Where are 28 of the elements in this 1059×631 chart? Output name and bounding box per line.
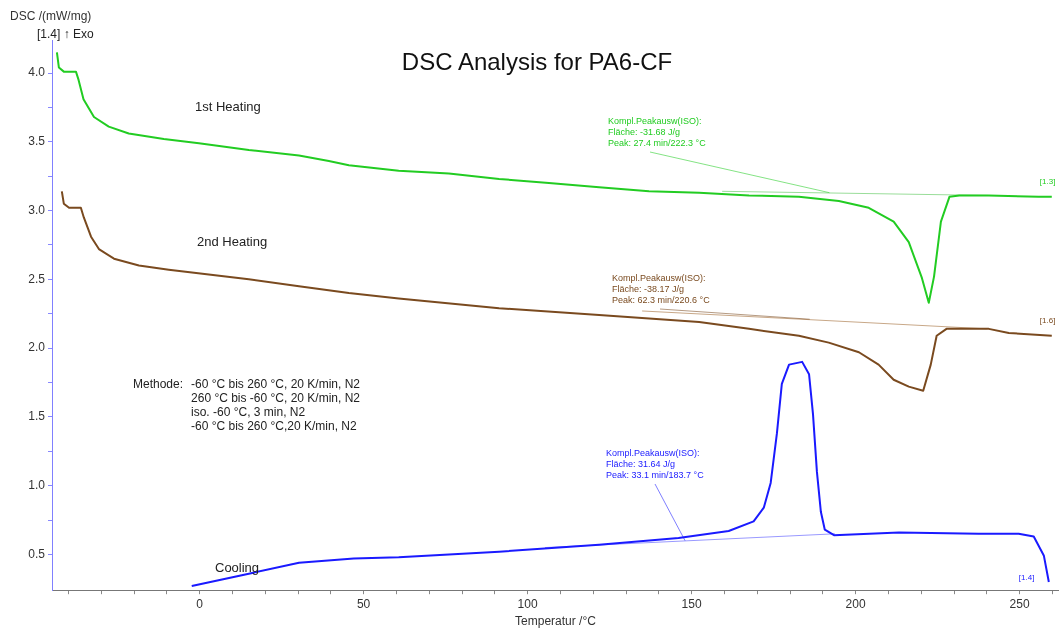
annotation: Kompl.Peakausw(ISO): Fläche: -31.68 J/g Peak: 27.4 min/222.3 °C <box>608 116 707 148</box>
y-tick-label: 4.0 <box>28 65 46 80</box>
y-tick-label: 1.0 <box>28 477 46 492</box>
y-tick-label: 2.0 <box>28 340 46 355</box>
x-tick-label: 200 <box>845 596 866 611</box>
annotation: [1.4] ↑ Exo <box>37 27 95 41</box>
x-tick-label: 0 <box>196 596 204 611</box>
x-tick-label: 150 <box>681 596 702 611</box>
y-tick-label: 3.0 <box>28 202 46 217</box>
series-label: 2nd Heating <box>197 234 268 249</box>
text: 1st Heating <box>195 99 261 114</box>
y-tick-label: 0.5 <box>28 546 46 561</box>
y-tick-label: 3.5 <box>28 134 46 149</box>
y-tick-label: 1.5 <box>28 409 46 424</box>
series-label: Cooling <box>215 560 260 575</box>
y-axis-title: DSC /(mW/mg) <box>10 9 92 23</box>
annotation: [1.3] <box>1039 176 1056 186</box>
annotation: Kompl.Peakausw(ISO): Fläche: -38.17 J/g Peak: 62.3 min/220.6 °C <box>612 273 711 305</box>
chart-title: DSC Analysis for PA6-CF <box>401 48 673 75</box>
y-tick-label: 2.5 <box>28 271 46 286</box>
annotation: [1.4] <box>1018 572 1035 582</box>
x-tick-label: 100 <box>517 596 538 611</box>
x-axis-title: Temperatur /°C <box>515 614 597 629</box>
annotation: Kompl.Peakausw(ISO): Fläche: 31.64 J/g Peak: 33.1 min/183.7 °C <box>606 448 705 480</box>
annotation: [1.6] <box>1039 315 1056 325</box>
annotation: Methode: -60 °C bis 260 °C, 20 K/min, N2 260 °C bis -60 °C, 20 K/min, N2 iso. -60 °C, 3 min, N2 -60 °C bis 260 °C,20 K/min, N2 <box>133 377 361 433</box>
x-tick-label: 50 <box>356 596 371 611</box>
x-tick-label: 250 <box>1009 596 1030 611</box>
